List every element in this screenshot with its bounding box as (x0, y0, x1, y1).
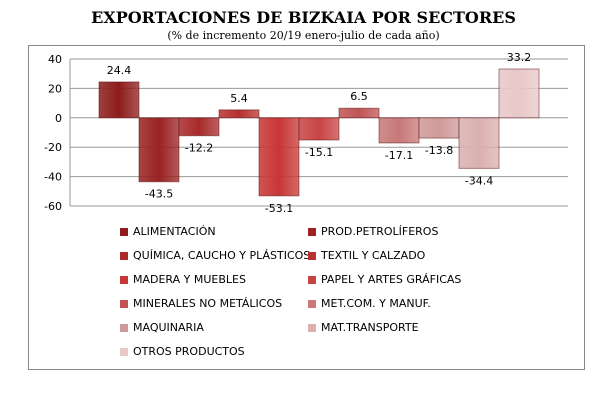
legend-label: MADERA Y MUEBLES (133, 273, 246, 286)
bar (338, 107, 380, 119)
legend-item: MET.COM. Y MANUF. (308, 297, 431, 310)
legend-item: PAPEL Y ARTES GRÁFICAS (308, 273, 461, 286)
legend-item: OTROS PRODUCTOS (120, 345, 245, 358)
data-label: 5.4 (230, 92, 248, 105)
legend-swatch (120, 227, 128, 236)
legend-label: PAPEL Y ARTES GRÁFICAS (321, 273, 462, 286)
legend-item: MINERALES NO METÁLICOS (120, 297, 282, 310)
legend-label: MET.COM. Y MANUF. (321, 297, 431, 310)
legend-swatch (308, 323, 316, 332)
bar (418, 117, 460, 139)
legend-swatch (120, 347, 128, 356)
y-tick-label: 0 (55, 112, 62, 125)
legend-swatch (120, 299, 128, 308)
data-label: -15.1 (305, 146, 333, 159)
legend-label: OTROS PRODUCTOS (133, 345, 245, 358)
data-label: -12.2 (185, 142, 213, 155)
legend-item: ALIMENTACIÓN (120, 225, 216, 238)
legend-label: MAT.TRANSPORTE (321, 321, 419, 334)
chart-title: EXPORTACIONES DE BIZKAIA POR SECTORES (91, 8, 516, 27)
bar (298, 117, 340, 141)
legend-swatch (120, 275, 128, 284)
legend-label: ALIMENTACIÓN (133, 225, 216, 238)
legend-swatch (308, 299, 316, 308)
legend-label: MAQUINARIA (133, 321, 204, 334)
data-label: 33.2 (507, 51, 532, 64)
y-tick-label: -60 (44, 200, 62, 213)
chart-subtitle: (% de incremento 20/19 enero-julio de ca… (167, 29, 440, 42)
bar (258, 117, 300, 197)
bar (218, 109, 260, 119)
legend-label: MINERALES NO METÁLICOS (133, 297, 283, 310)
legend-item: MAQUINARIA (120, 321, 204, 334)
data-label: 24.4 (107, 64, 132, 77)
legend-label: PROD.PETROLÍFEROS (321, 225, 439, 238)
y-tick-label: 40 (48, 53, 62, 66)
legend-swatch (308, 251, 316, 260)
legend-item: TEXTIL Y CALZADO (308, 249, 425, 262)
y-tick-label: 20 (48, 82, 62, 95)
data-label: -43.5 (145, 188, 173, 201)
data-label: -17.1 (385, 149, 413, 162)
bar (178, 117, 220, 137)
data-label: -53.1 (265, 202, 293, 215)
legend-swatch (120, 323, 128, 332)
legend-item: MAT.TRANSPORTE (308, 321, 419, 334)
bar (458, 117, 500, 169)
legend-label: TEXTIL Y CALZADO (321, 249, 426, 262)
y-tick-label: -40 (44, 171, 62, 184)
legend-swatch (120, 251, 128, 260)
bar (98, 81, 140, 119)
data-label: 6.5 (350, 90, 368, 103)
data-label: -13.8 (425, 144, 453, 157)
legend-item: PROD.PETROLÍFEROS (308, 225, 438, 238)
bar (498, 68, 540, 119)
bar (138, 117, 180, 183)
data-label: -34.4 (465, 174, 493, 187)
y-tick-label: -20 (44, 141, 62, 154)
chart-frame (28, 45, 585, 370)
legend-swatch (308, 275, 316, 284)
legend-item: MADERA Y MUEBLES (120, 273, 246, 286)
legend-label: QUÍMICA, CAUCHO Y PLÁSTICOS (133, 249, 311, 262)
bar (378, 117, 420, 144)
legend-item: QUÍMICA, CAUCHO Y PLÁSTICOS (120, 249, 310, 262)
legend-swatch (308, 227, 316, 236)
